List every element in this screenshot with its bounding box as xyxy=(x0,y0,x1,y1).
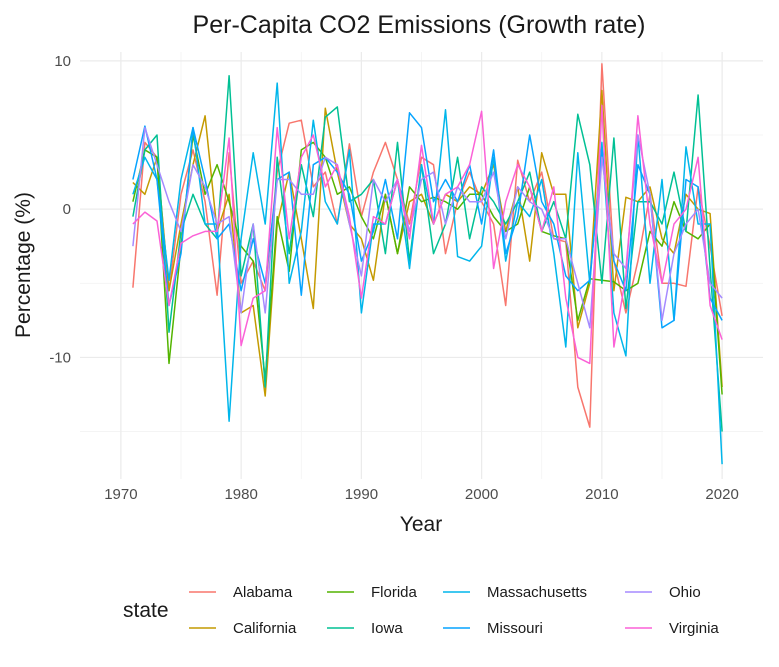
y-axis-title: Percentage (%) xyxy=(12,192,35,338)
chart-title: Per-Capita CO2 Emissions (Growth rate) xyxy=(193,11,646,39)
y-tick-label: 0 xyxy=(63,201,71,218)
series-line-iowa xyxy=(132,74,723,432)
series-layer xyxy=(132,63,723,465)
x-tick-label: 2000 xyxy=(465,486,498,503)
x-axis-title: Year xyxy=(400,513,442,536)
y-tick-label: 10 xyxy=(54,53,71,70)
x-tick-label: 2020 xyxy=(705,486,738,503)
legend-label-virginia: Virginia xyxy=(669,620,719,637)
legend-label-iowa: Iowa xyxy=(371,620,403,637)
legend-label-massachusetts: Massachusetts xyxy=(487,584,587,601)
series-line-ohio xyxy=(132,126,723,329)
y-axis-ticks: -10 0 10 xyxy=(49,53,71,367)
x-tick-label: 1990 xyxy=(345,486,378,503)
x-tick-label: 2010 xyxy=(585,486,618,503)
x-tick-label: 1970 xyxy=(104,486,137,503)
legend-label-ohio: Ohio xyxy=(669,584,701,601)
series-line-virginia xyxy=(132,104,723,365)
x-axis-ticks: 1970 1980 1990 2000 2010 2020 xyxy=(104,486,739,503)
x-tick-label: 1980 xyxy=(224,486,257,503)
legend-label-florida: Florida xyxy=(371,584,418,601)
y-tick-label: -10 xyxy=(49,349,71,366)
series-line-massachusetts xyxy=(132,82,723,465)
legend: state Alabama California Florida Iowa Massac… xyxy=(123,584,719,637)
legend-label-california: California xyxy=(233,620,297,637)
grid xyxy=(80,52,763,479)
legend-label-alabama: Alabama xyxy=(233,584,293,601)
legend-label-missouri: Missouri xyxy=(487,620,543,637)
legend-title: state xyxy=(123,599,169,622)
